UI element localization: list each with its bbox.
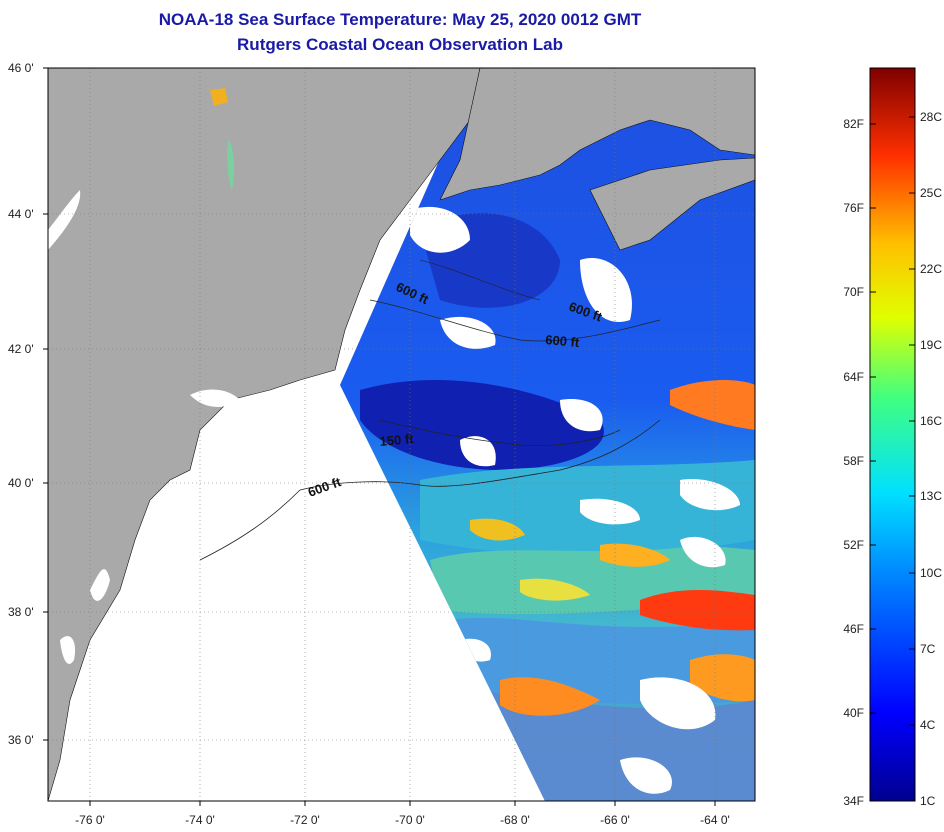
land-mass-canada xyxy=(439,68,755,201)
lat-label: 38 0' xyxy=(8,605,34,619)
lon-label: -76 0' xyxy=(75,813,105,827)
scale-label-celsius: 7C xyxy=(920,642,936,656)
scale-label-fahrenheit: 70F xyxy=(843,285,864,299)
scale-label-fahrenheit: 58F xyxy=(843,454,864,468)
contour-label: 600 ft xyxy=(545,332,581,350)
scale-label-celsius: 13C xyxy=(920,489,942,503)
lat-label: 42 0' xyxy=(8,342,34,356)
scale-label-celsius: 28C xyxy=(920,110,942,124)
scale-label-fahrenheit: 52F xyxy=(843,538,864,552)
lat-label: 36 0' xyxy=(8,733,34,747)
scale-label-celsius: 25C xyxy=(920,186,942,200)
scale-label-fahrenheit: 34F xyxy=(843,794,864,808)
map-frame xyxy=(47,67,756,802)
map-title: NOAA-18 Sea Surface Temperature: May 25,… xyxy=(158,10,642,29)
scale-label-celsius: 10C xyxy=(920,566,942,580)
depth-contour-600 xyxy=(299,419,661,491)
color-scale-bar xyxy=(869,67,916,802)
scale-label-fahrenheit: 76F xyxy=(843,201,864,215)
lon-label: -70 0' xyxy=(395,813,425,827)
lon-label: -64 0' xyxy=(700,813,730,827)
scale-label-celsius: 4C xyxy=(920,718,936,732)
scale-label-fahrenheit: 64F xyxy=(843,370,864,384)
scale-label-fahrenheit: 46F xyxy=(843,622,864,636)
scale-label-celsius: 1C xyxy=(920,794,936,808)
lon-label: -72 0' xyxy=(290,813,320,827)
scale-label-celsius: 19C xyxy=(920,338,942,352)
axis-ticks xyxy=(43,67,716,806)
lon-label: -74 0' xyxy=(185,813,215,827)
contour-label: 150 ft xyxy=(379,431,415,449)
land-mass-nova-scotia xyxy=(589,157,755,251)
scale-label-celsius: 22C xyxy=(920,262,942,276)
map-subtitle: Rutgers Coastal Ocean Observation Lab xyxy=(237,35,563,54)
scale-label-fahrenheit: 82F xyxy=(843,117,864,131)
lat-label: 40 0' xyxy=(8,476,34,490)
lat-label: 46 0' xyxy=(8,61,34,75)
lon-label: -68 0' xyxy=(500,813,530,827)
lat-label: 44 0' xyxy=(8,207,34,221)
scale-label-celsius: 16C xyxy=(920,414,942,428)
scale-label-fahrenheit: 40F xyxy=(843,706,864,720)
lon-label: -66 0' xyxy=(600,813,630,827)
